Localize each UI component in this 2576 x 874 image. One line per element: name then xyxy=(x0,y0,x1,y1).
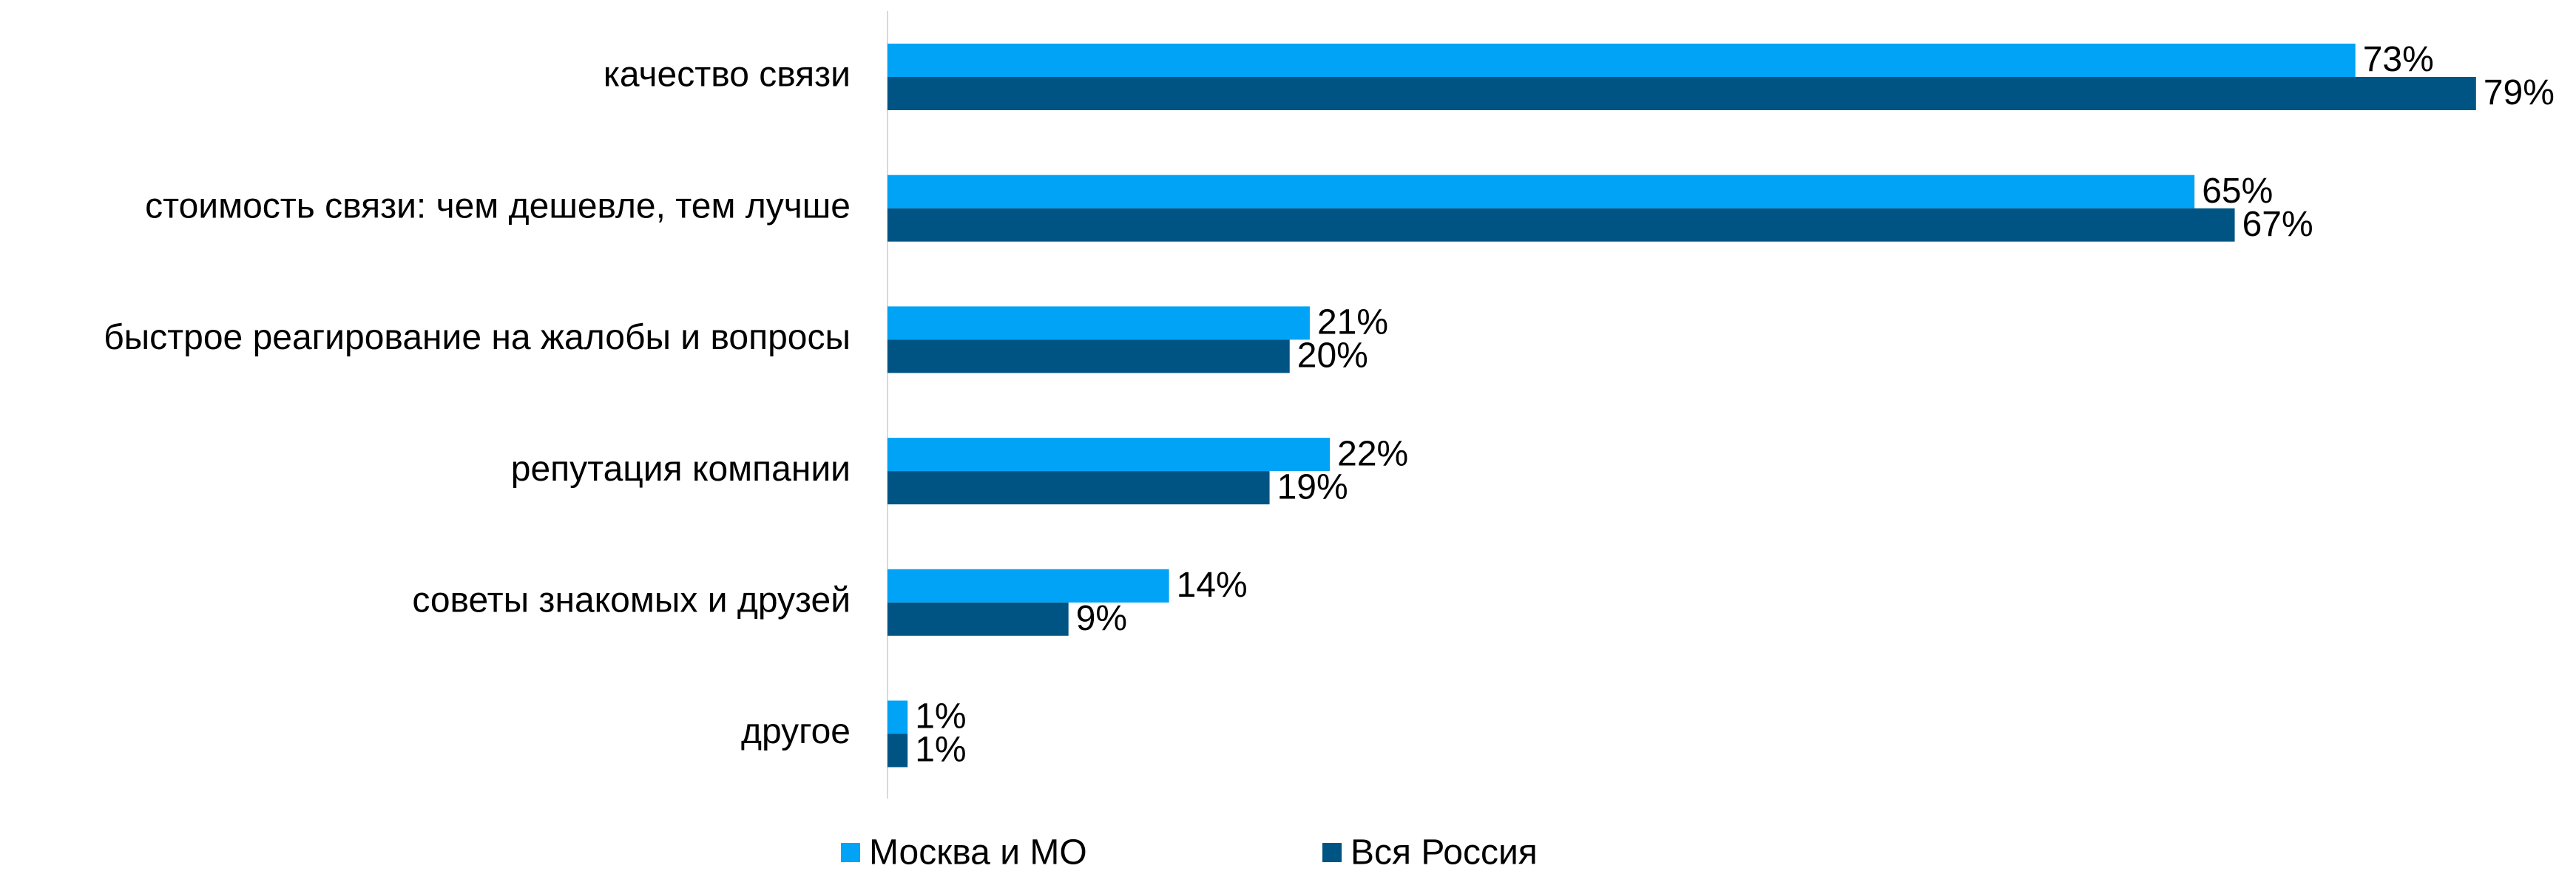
value-label: 21% xyxy=(1317,303,1388,342)
bar xyxy=(888,306,1310,340)
value-label: 79% xyxy=(2484,73,2555,112)
value-label: 19% xyxy=(1277,467,1348,507)
bar xyxy=(888,700,908,734)
category-label: советы знакомых и друзей xyxy=(412,580,851,620)
legend-label: Москва и МО xyxy=(869,833,1087,873)
legend-label: Вся Россия xyxy=(1350,833,1538,873)
bar xyxy=(888,339,1290,373)
value-label: 22% xyxy=(1337,434,1408,473)
category-label: другое xyxy=(741,712,851,751)
bar xyxy=(888,438,1331,472)
category-label: качество связи xyxy=(604,55,851,95)
bar xyxy=(888,734,908,768)
value-label: 73% xyxy=(2363,40,2434,79)
value-label: 20% xyxy=(1297,336,1368,376)
value-label: 67% xyxy=(2242,205,2313,244)
value-label: 65% xyxy=(2202,172,2273,211)
legend-swatch xyxy=(1322,843,1342,862)
bar xyxy=(888,44,2356,77)
legend-swatch xyxy=(841,843,860,862)
value-label: 1% xyxy=(915,697,966,736)
category-label: стоимость связи: чем дешевле, тем лучше xyxy=(145,186,851,226)
bar xyxy=(888,77,2476,110)
category-label: быстрое реагирование на жалобы и вопросы xyxy=(104,318,851,357)
value-label: 1% xyxy=(915,731,966,770)
category-label: репутация компании xyxy=(511,450,851,489)
value-label: 14% xyxy=(1177,566,1248,605)
bar xyxy=(888,208,2235,242)
bar xyxy=(888,602,1069,636)
bar xyxy=(888,175,2195,209)
bar xyxy=(888,569,1169,603)
bar xyxy=(888,471,1270,505)
value-label: 9% xyxy=(1076,599,1127,638)
